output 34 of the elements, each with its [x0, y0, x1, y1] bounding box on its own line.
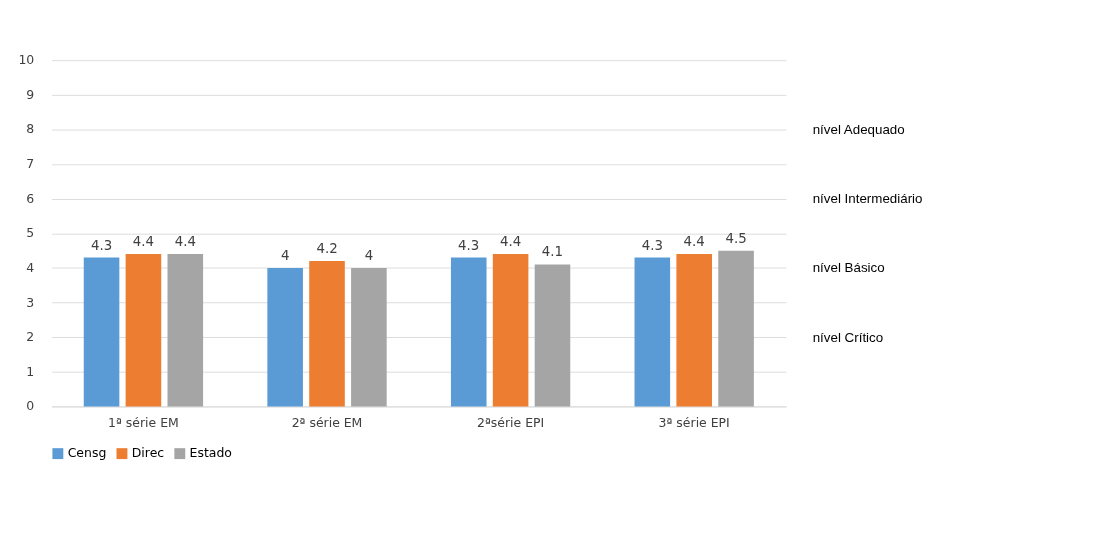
text: nível Crítico: [812, 329, 884, 345]
y-tick-label: 3: [26, 294, 35, 310]
y-tick-label: 2: [26, 329, 35, 345]
data-label: 4: [280, 247, 290, 263]
y-tick-label: 9: [26, 86, 35, 102]
data-label: 4.3: [458, 237, 480, 253]
data-label: 4.4: [499, 234, 522, 250]
data-label: 4.4: [132, 234, 155, 250]
data-label: 4.1: [541, 244, 564, 260]
data-label: 4.2: [316, 241, 338, 256]
y-tick-label: 4: [26, 259, 35, 275]
y-tick-label: 5: [26, 225, 35, 241]
text: nível Intermediário: [812, 191, 923, 207]
data-label: 4.3: [90, 237, 113, 253]
y-tick-label: 6: [26, 190, 35, 206]
y-tick-label: 10: [18, 52, 35, 68]
legend-label: Censg: [67, 445, 107, 461]
y-tick-label: 0: [26, 398, 35, 414]
y-tick-label: 7: [26, 156, 35, 172]
data-label: 4.3: [641, 237, 663, 253]
data-label: 4.4: [683, 234, 705, 250]
x-tick-label: 3ª série EPI: [658, 415, 730, 431]
data-label: 4.4: [174, 234, 196, 250]
data-label: 4: [364, 247, 374, 263]
legend-label: Estado: [189, 445, 233, 461]
x-tick-label: 2ª série EM: [291, 415, 363, 431]
legend-label: Direc: [131, 445, 165, 461]
y-tick-label: 1: [26, 363, 35, 379]
text: nível Adequado: [812, 121, 905, 137]
data-label: 4.5: [725, 230, 747, 246]
x-tick-label: 2ªsérie EPI: [477, 415, 545, 431]
text: nível Básico: [812, 260, 885, 276]
x-tick-label: 1ª série EM: [108, 415, 179, 431]
y-tick-label: 8: [26, 121, 35, 137]
